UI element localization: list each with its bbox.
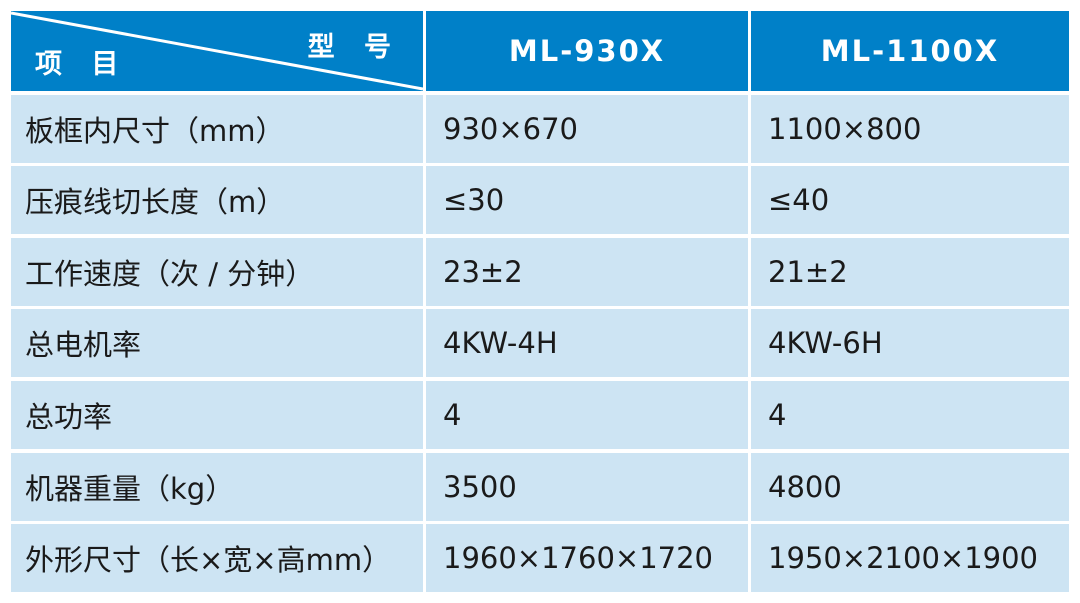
row-value-model-2: 4800 [751,452,1069,521]
row-value-model-2: 1100×800 [751,94,1069,163]
table-header-row: 型 号 项 目 ML-930X ML-1100X [11,11,1069,91]
row-label: 机器重量（kg） [11,452,423,521]
item-axis-label: 项 目 [35,49,129,80]
row-label: 压痕线切长度（m） [11,166,423,235]
row-label: 总电机率 [11,309,423,378]
table-row: 压痕线切长度（m） ≤30 ≤40 [11,166,1069,235]
row-value-model-2: ≤40 [751,166,1069,235]
table-row: 总功率 4 4 [11,380,1069,449]
row-label: 工作速度（次 / 分钟） [11,237,423,306]
table-row: 工作速度（次 / 分钟） 23±2 21±2 [11,237,1069,306]
row-value-model-2: 4 [751,380,1069,449]
row-label: 总功率 [11,380,423,449]
row-value-model-2: 1950×2100×1900 [751,524,1069,593]
table-row: 外形尺寸（长×宽×高mm） 1960×1760×1720 1950×2100×1… [11,524,1069,593]
row-value-model-1: 930×670 [426,94,748,163]
model-axis-label: 型 号 [307,32,401,63]
column-header-model-1: ML-930X [426,11,748,91]
row-value-model-1: 3500 [426,452,748,521]
table-row: 机器重量（kg） 3500 4800 [11,452,1069,521]
row-value-model-1: 4KW-4H [426,309,748,378]
row-value-model-1: 4 [426,380,748,449]
diagonal-line [11,11,423,91]
row-value-model-1: 1960×1760×1720 [426,524,748,593]
diagonal-corner-header: 型 号 项 目 [11,11,423,91]
row-value-model-1: ≤30 [426,166,748,235]
table-row: 总电机率 4KW-4H 4KW-6H [11,309,1069,378]
table-row: 板框内尺寸（mm） 930×670 1100×800 [11,94,1069,163]
column-header-model-2: ML-1100X [751,11,1069,91]
row-label: 外形尺寸（长×宽×高mm） [11,524,423,593]
row-label: 板框内尺寸（mm） [11,94,423,163]
row-value-model-2: 21±2 [751,237,1069,306]
row-value-model-1: 23±2 [426,237,748,306]
spec-table: 型 号 项 目 ML-930X ML-1100X 板框内尺寸（mm） 930×6… [11,11,1069,596]
row-value-model-2: 4KW-6H [751,309,1069,378]
